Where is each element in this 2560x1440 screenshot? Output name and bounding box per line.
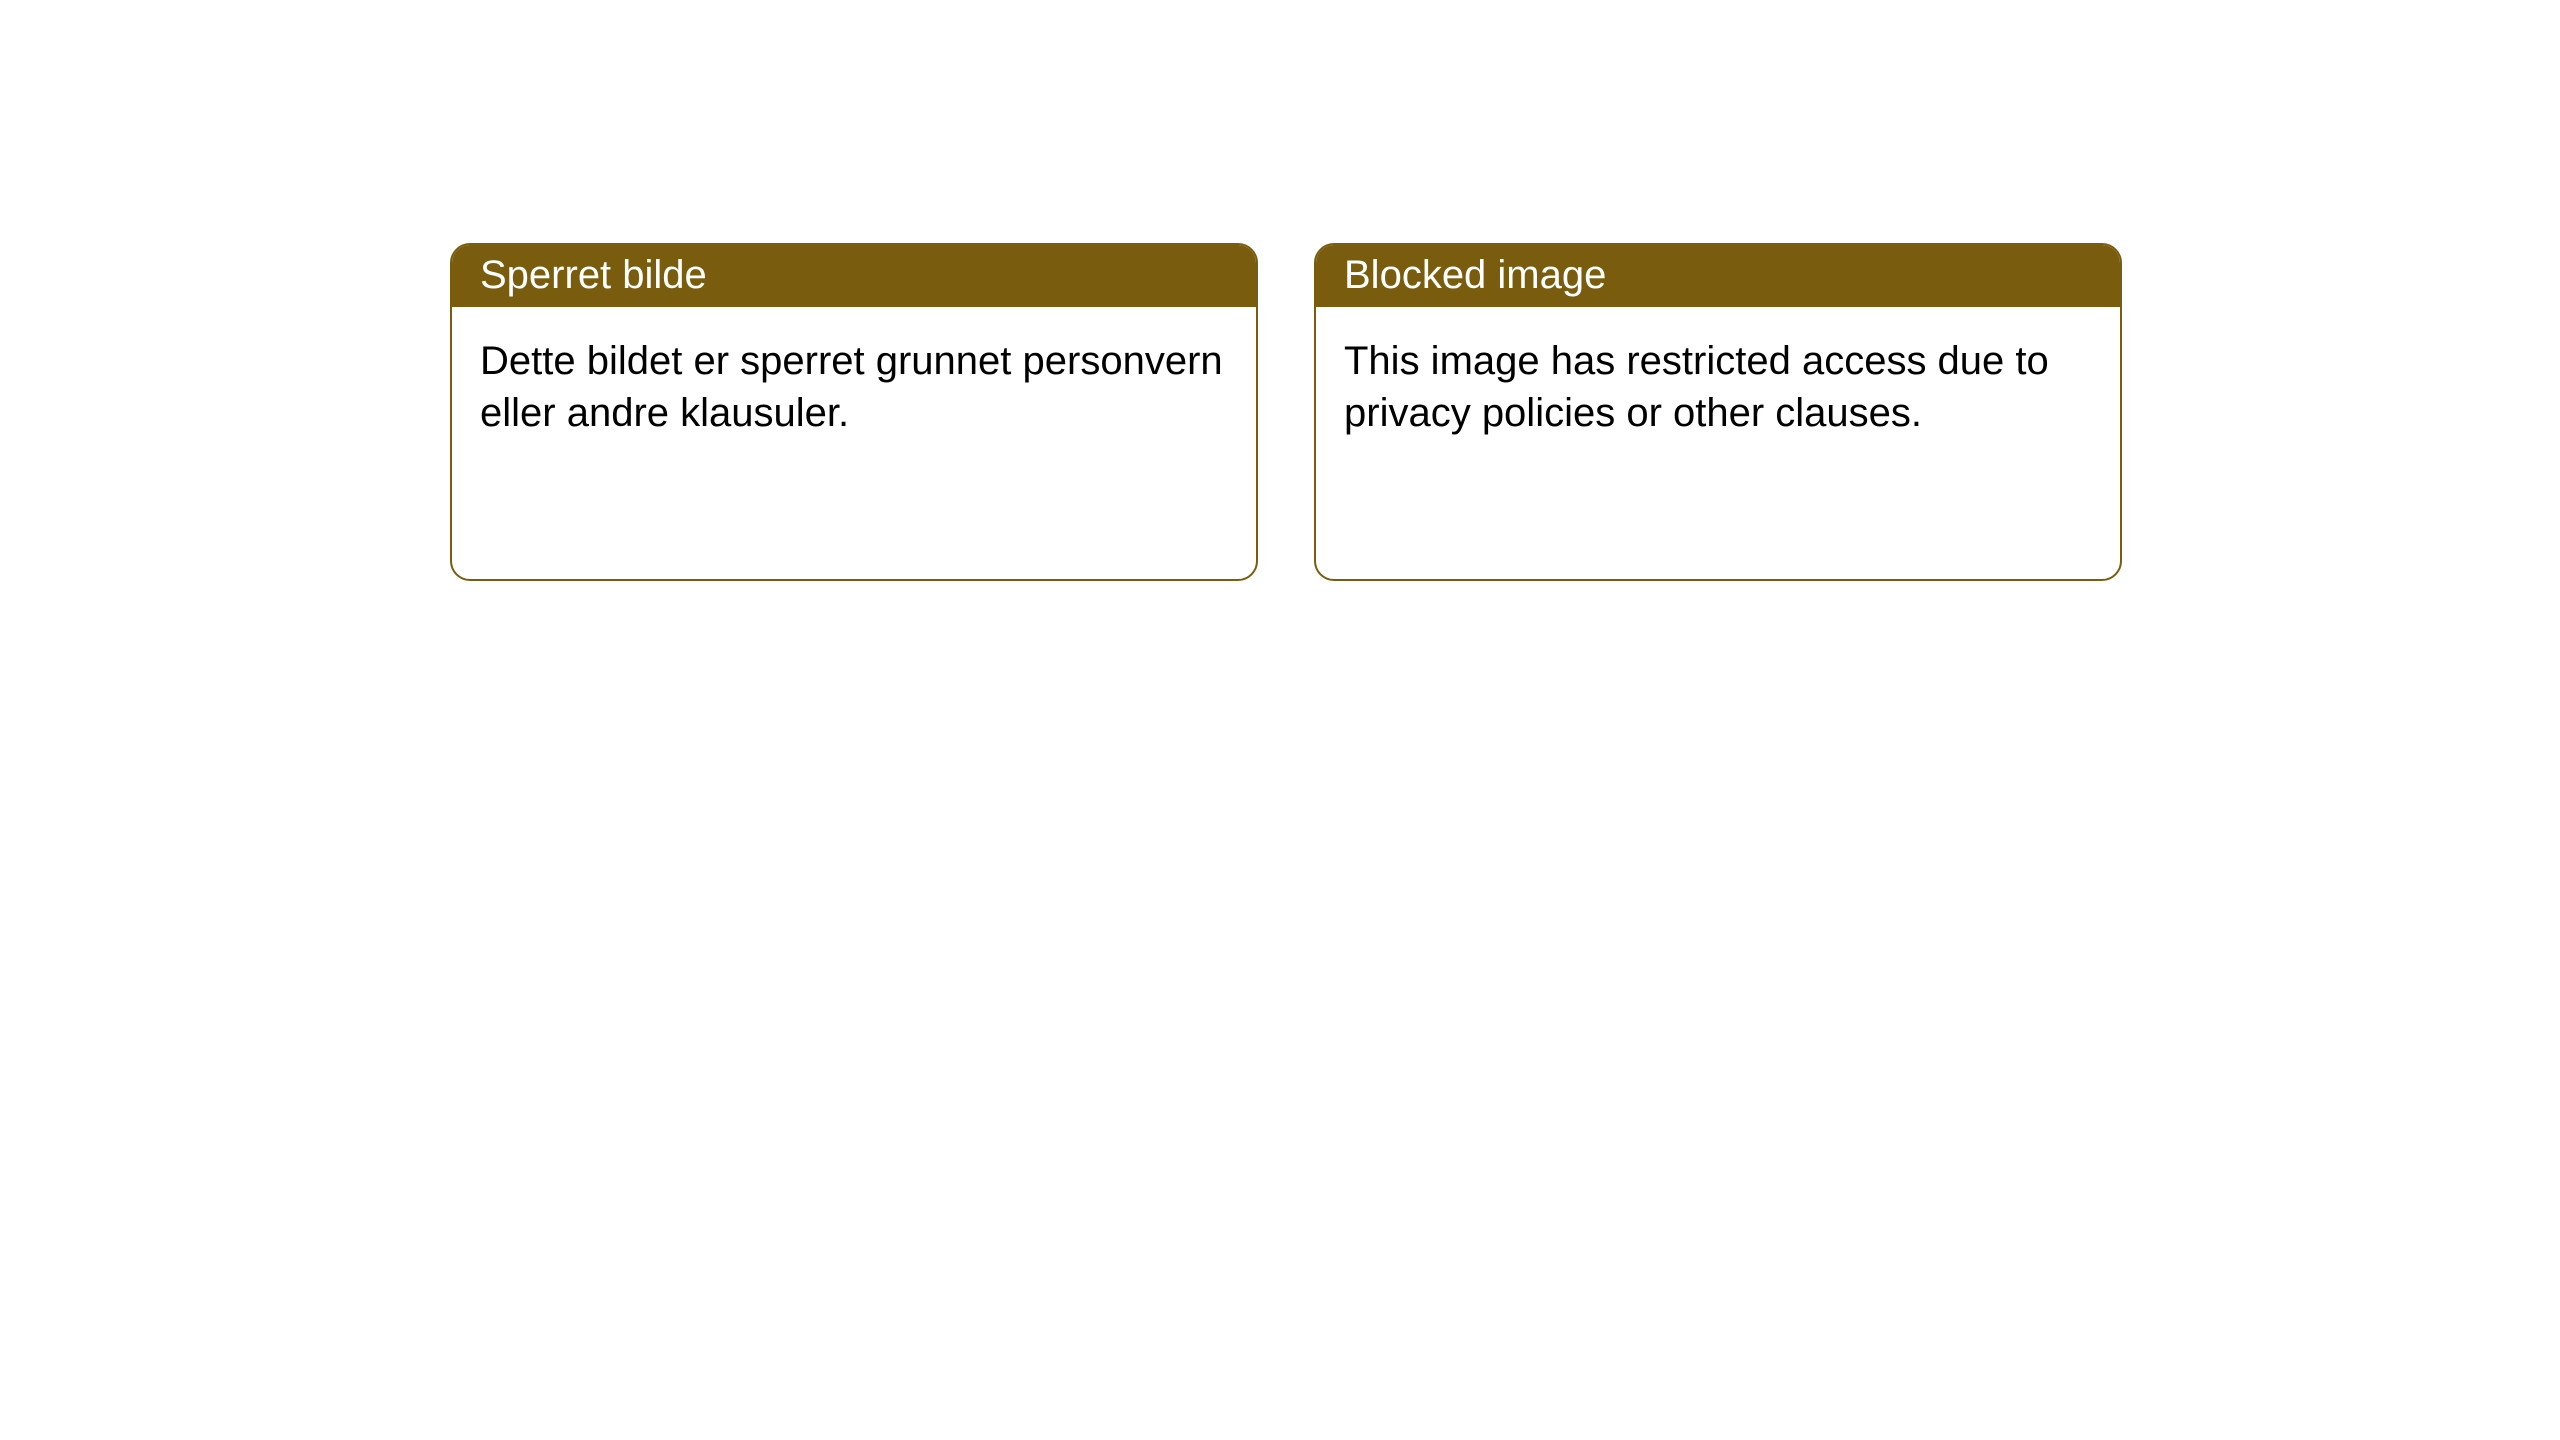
card-header-text: Blocked image xyxy=(1344,253,1606,298)
card-body: This image has restricted access due to … xyxy=(1316,307,2120,467)
card-header-text: Sperret bilde xyxy=(480,253,707,298)
card-body-text: Dette bildet er sperret grunnet personve… xyxy=(480,339,1223,435)
notice-card-english: Blocked image This image has restricted … xyxy=(1314,243,2122,581)
card-header: Blocked image xyxy=(1316,245,2120,307)
notice-cards-container: Sperret bilde Dette bildet er sperret gr… xyxy=(450,243,2560,581)
card-header: Sperret bilde xyxy=(452,245,1256,307)
card-body-text: This image has restricted access due to … xyxy=(1344,339,2049,435)
notice-card-norwegian: Sperret bilde Dette bildet er sperret gr… xyxy=(450,243,1258,581)
card-body: Dette bildet er sperret grunnet personve… xyxy=(452,307,1256,467)
